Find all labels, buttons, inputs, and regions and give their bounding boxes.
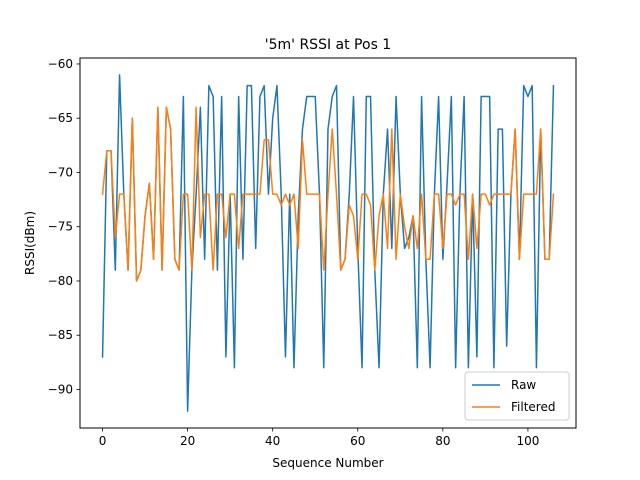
x-tick-label: 40 [265,434,280,448]
y-tick-label: −80 [48,274,73,288]
y-tick-label: −90 [48,382,73,396]
x-tick-label: 80 [435,434,450,448]
series-line-filtered [101,106,555,282]
y-axis: −90 −85 −80 −75 −70 −65 −60 [48,57,80,396]
x-tick-label: 0 [99,434,107,448]
y-tick-label: −85 [48,328,73,342]
x-axis: 0 20 40 60 80 100 [99,428,539,448]
legend: Raw Filtered [464,371,570,421]
x-tick-label: 60 [350,434,365,448]
legend-box [464,371,570,421]
x-tick-label: 100 [516,434,539,448]
y-tick-label: −60 [48,57,73,71]
y-tick-label: −70 [48,165,73,179]
legend-label-filtered: Filtered [511,400,555,414]
chart-title: '5m' RSSI at Pos 1 [265,37,391,53]
y-tick-label: −65 [48,111,73,125]
y-axis-label: RSSI(dBm) [23,211,37,275]
x-axis-label: Sequence Number [272,456,383,470]
series-layer [101,74,555,412]
x-tick-label: 20 [180,434,195,448]
y-tick-label: −75 [48,220,73,234]
plot-frame [79,57,577,429]
legend-label-raw: Raw [511,378,536,392]
